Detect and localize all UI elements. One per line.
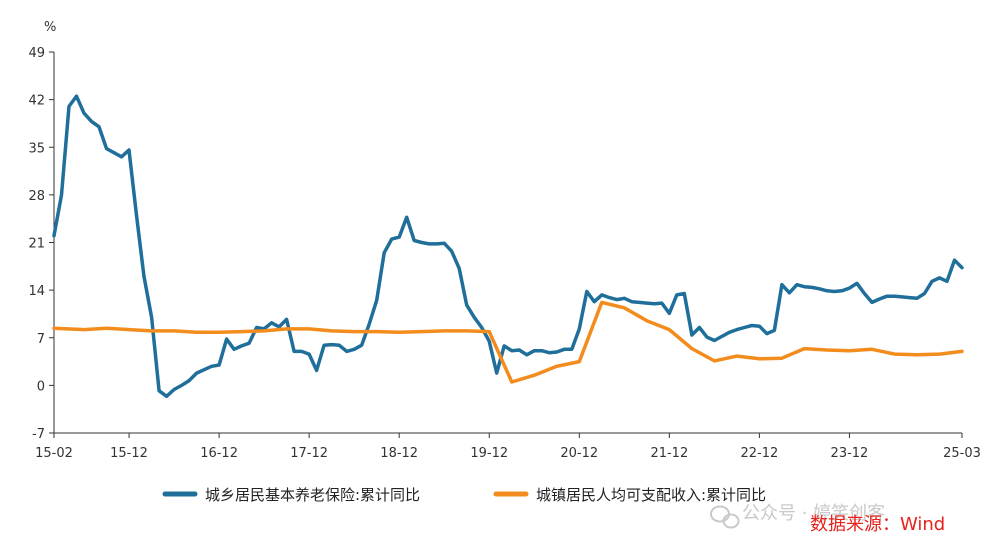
legend: 城乡居民基本养老保险:累计同比 城镇居民人均可支配收入:累计同比 bbox=[162, 486, 766, 504]
watermark-text: 公众号 · 婷笑创客 bbox=[742, 503, 885, 524]
y-tick-label: -7 bbox=[32, 427, 45, 442]
legend-label-2: 城镇居民人均可支配收入:累计同比 bbox=[536, 486, 766, 504]
series-line-1 bbox=[52, 94, 964, 399]
watermark: 公众号 · 婷笑创客 数据来源：Wind bbox=[710, 503, 945, 535]
x-tick-label: 15-02 bbox=[35, 446, 73, 461]
y-tick-label: 42 bbox=[28, 94, 45, 109]
wechat-icon bbox=[710, 505, 740, 529]
series-lines bbox=[52, 94, 964, 399]
x-tick-label: 18-12 bbox=[380, 446, 418, 461]
y-tick-label: 14 bbox=[28, 284, 45, 299]
y-tick-label: 21 bbox=[28, 237, 45, 252]
x-tick-label: 17-12 bbox=[290, 446, 328, 461]
data-source-label: 数据来源：Wind bbox=[810, 514, 945, 535]
x-tick-label: 20-12 bbox=[560, 446, 598, 461]
series-line-2 bbox=[52, 300, 964, 384]
y-tick-label: 28 bbox=[28, 189, 45, 204]
x-tick-label: 16-12 bbox=[200, 446, 238, 461]
x-tick-label: 19-12 bbox=[470, 446, 508, 461]
y-tick-labels: -7 0 7 14 21 28 35 42 49 bbox=[28, 46, 54, 442]
x-tick-labels: 15-02 15-12 16-12 17-12 18-12 19-12 20-12 21-12… bbox=[35, 433, 981, 461]
x-tick-label: 25-03 bbox=[943, 446, 981, 461]
y-tick-label: 49 bbox=[28, 46, 45, 61]
x-tick-label: 23-12 bbox=[831, 446, 869, 461]
y-axis-unit-label: % bbox=[44, 20, 56, 35]
x-tick-label: 22-12 bbox=[740, 446, 778, 461]
x-tick-label: 21-12 bbox=[650, 446, 688, 461]
y-tick-label: 7 bbox=[37, 332, 45, 347]
x-tick-label: 15-12 bbox=[110, 446, 148, 461]
y-tick-label: 0 bbox=[37, 379, 45, 394]
legend-label-1: 城乡居民基本养老保险:累计同比 bbox=[205, 486, 420, 504]
y-tick-label: 35 bbox=[28, 141, 45, 156]
